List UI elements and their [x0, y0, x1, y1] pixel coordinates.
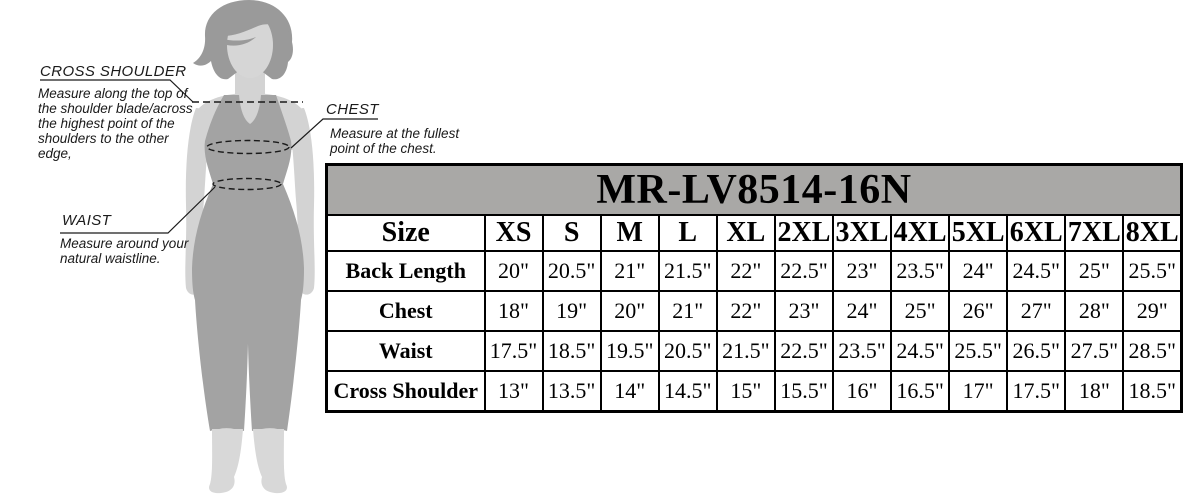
measurement-cell: 15.5": [773, 370, 834, 412]
measurement-cell: 18.5": [1122, 370, 1183, 412]
measurement-cell: 25": [1064, 250, 1125, 292]
neck: [235, 58, 265, 104]
measurement-cell: 25.5": [948, 330, 1009, 372]
col-header-6xl: 6XL: [1006, 214, 1067, 252]
measurement-cell: 27.5": [1064, 330, 1125, 372]
measurement-cell: 23": [831, 250, 893, 292]
table-header-row: Size XS S M L XL 2XL 3XL 4XL 5XL 6XL 7XL 8XL: [325, 214, 1183, 252]
right-arm: [288, 108, 315, 295]
hair-bangs: [209, 5, 289, 37]
cross-shoulder-label: CROSS SHOULDER: [40, 63, 187, 80]
col-header-size: Size: [325, 214, 486, 252]
measurement-cell: 24": [948, 250, 1009, 292]
row-label: Chest: [325, 290, 486, 332]
col-header-m: M: [599, 214, 660, 252]
measurement-cell: 25.5": [1122, 250, 1183, 292]
col-header-7xl: 7XL: [1064, 214, 1125, 252]
col-header-xl: XL: [715, 214, 776, 252]
measurement-cell: 23.5": [890, 250, 951, 292]
measurement-cell: 27": [1006, 290, 1067, 332]
measurement-cell: 24": [831, 290, 893, 332]
waist-label: WAIST: [62, 212, 112, 229]
measurement-cell: 19": [541, 290, 602, 332]
measurement-cell: 14": [599, 370, 660, 412]
measurement-cell: 21.5": [715, 330, 776, 372]
hair-strand: [209, 34, 256, 46]
cross-shoulder-description: Measure along the top of the shoulder bl…: [38, 86, 193, 161]
measurement-cell: 13": [483, 370, 544, 412]
measurement-cell: 13.5": [541, 370, 602, 412]
measurement-cell: 16.5": [890, 370, 951, 412]
hair: [193, 0, 293, 80]
left-lower-leg: [209, 429, 243, 494]
annotation-chest: CHEST Measure at the fullest point of th…: [326, 101, 459, 156]
face: [227, 12, 273, 78]
measurement-cell: 19.5": [599, 330, 660, 372]
body-skin: [195, 93, 307, 150]
chest-label: CHEST: [326, 101, 379, 118]
measurement-cell: 22.5": [773, 330, 834, 372]
measurement-cell: 21": [599, 250, 660, 292]
measurement-cell: 25": [890, 290, 951, 332]
chest-description: Measure at the fullest point of the ches…: [330, 126, 460, 156]
right-lower-leg: [253, 429, 287, 494]
measurement-cell: 29": [1122, 290, 1183, 332]
measurement-cell: 17.5": [483, 330, 544, 372]
table-row: Back Length 20" 20.5" 21" 21.5" 22" 22.5" 23" 23…: [325, 250, 1183, 292]
measurement-cell: 22.5": [773, 250, 834, 292]
col-header-8xl: 8XL: [1122, 214, 1183, 252]
row-label: Cross Shoulder: [325, 370, 486, 412]
table-title: MR-LV8514-16N: [325, 163, 1183, 216]
row-label: Back Length: [325, 250, 486, 292]
measurement-cell: 28.5": [1122, 330, 1183, 372]
annotation-waist: WAIST Measure around your natural waistl…: [60, 212, 189, 266]
col-header-3xl: 3XL: [831, 214, 893, 252]
measurement-cell: 20": [483, 250, 544, 292]
measurement-cell: 23": [773, 290, 834, 332]
measurement-cell: 18": [1064, 370, 1125, 412]
measurement-cell: 21.5": [657, 250, 718, 292]
row-label: Waist: [325, 330, 486, 372]
size-table: MR-LV8514-16N Size XS S M L XL 2XL 3XL 4XL 5XL 6XL…: [325, 163, 1183, 413]
col-header-s: S: [541, 214, 602, 252]
measurement-cell: 20.5": [657, 330, 718, 372]
col-header-l: L: [657, 214, 718, 252]
measurement-cell: 16": [831, 370, 893, 412]
measurement-cell: 24.5": [1006, 250, 1067, 292]
measurement-cell: 17.5": [1006, 370, 1067, 412]
clothing: [192, 95, 304, 431]
waist-description: Measure around your natural waistline.: [60, 236, 189, 266]
measurement-cell: 15": [715, 370, 776, 412]
col-header-5xl: 5XL: [948, 214, 1009, 252]
waist-dashed-ellipse: [212, 177, 282, 191]
chest-dashed-ellipse: [206, 139, 290, 155]
measurement-cell: 22": [715, 290, 776, 332]
measurement-cell: 24.5": [890, 330, 951, 372]
table-row: Cross Shoulder 13" 13.5" 14" 14.5" 15" 15.5" 16…: [325, 370, 1183, 412]
measurement-cell: 20.5": [541, 250, 602, 292]
annotation-cross-shoulder: CROSS SHOULDER Measure along the top of …: [38, 63, 193, 161]
col-header-xs: XS: [483, 214, 544, 252]
measurement-cell: 26.5": [1006, 330, 1067, 372]
measurement-cell: 18": [483, 290, 544, 332]
measurement-cell: 14.5": [657, 370, 718, 412]
col-header-2xl: 2XL: [773, 214, 834, 252]
measurement-cell: 28": [1064, 290, 1125, 332]
measurement-cell: 26": [948, 290, 1009, 332]
size-chart-container: MR-LV8514-16N Size XS S M L XL 2XL 3XL 4XL 5XL 6XL…: [325, 163, 1183, 413]
table-row: Waist 17.5" 18.5" 19.5" 20.5" 21.5" 22.5" 23.5"…: [325, 330, 1183, 372]
measurement-cell: 23.5": [831, 330, 893, 372]
col-header-4xl: 4XL: [890, 214, 951, 252]
table-row: Chest 18" 19" 20" 21" 22" 23" 24" 25" 26" 27" 28" 29…: [325, 290, 1183, 332]
measurement-cell: 22": [715, 250, 776, 292]
measurement-cell: 17": [948, 370, 1009, 412]
measurement-cell: 21": [657, 290, 718, 332]
measurement-cell: 20": [599, 290, 660, 332]
measurement-cell: 18.5": [541, 330, 602, 372]
table-title-row: MR-LV8514-16N: [325, 163, 1183, 216]
